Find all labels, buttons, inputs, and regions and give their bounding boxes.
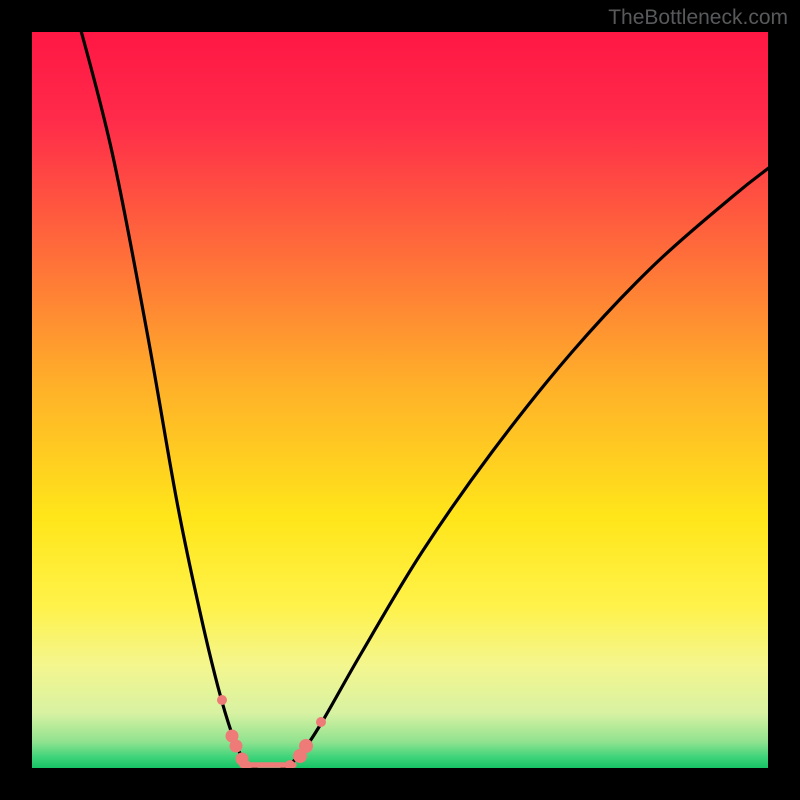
- data-marker: [230, 740, 243, 753]
- data-marker: [299, 739, 313, 753]
- watermark-text: TheBottleneck.com: [608, 6, 788, 30]
- chart-background: [32, 32, 768, 768]
- data-marker: [217, 695, 227, 705]
- data-marker: [316, 717, 326, 727]
